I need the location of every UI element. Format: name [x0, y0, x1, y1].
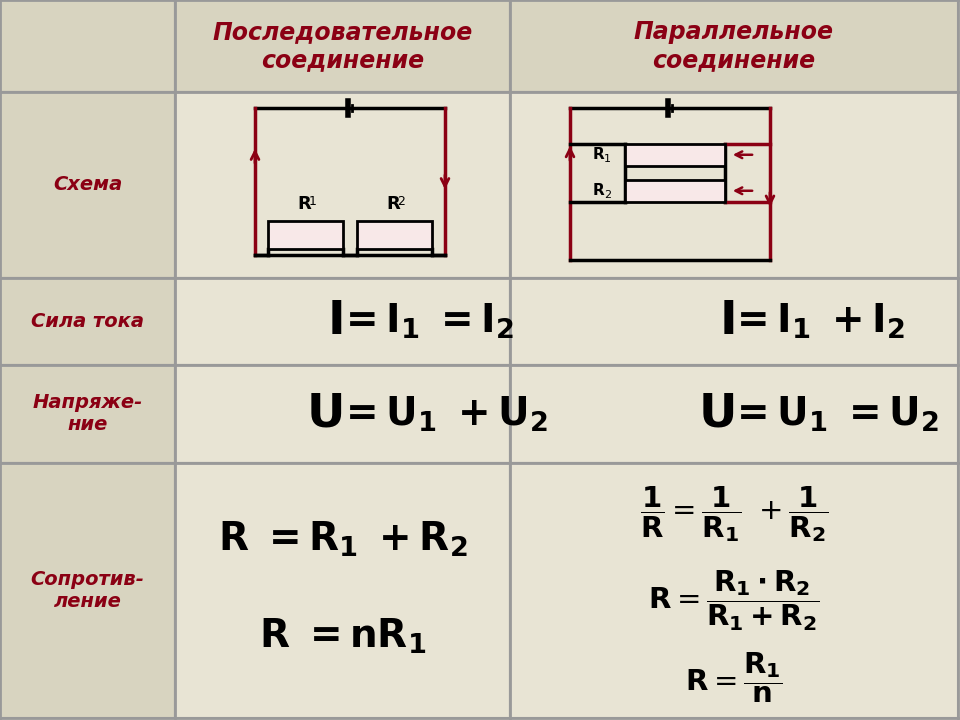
- Text: R: R: [593, 148, 605, 162]
- Text: R: R: [298, 195, 312, 213]
- Text: $\dfrac{\mathbf{1}}{\mathbf{R}}=\dfrac{\mathbf{1}}{\mathbf{R_1}}\ +\dfrac{\mathb: $\dfrac{\mathbf{1}}{\mathbf{R}}=\dfrac{\…: [640, 484, 828, 544]
- Text: $\mathbf{I}$: $\mathbf{I}$: [719, 299, 734, 344]
- Bar: [0, 0, 175, 92]
- Text: Сила тока: Сила тока: [31, 312, 144, 331]
- Bar: [625, 144, 725, 166]
- Bar: [175, 463, 510, 718]
- Text: Сопротив-
ление: Сопротив- ление: [31, 570, 144, 611]
- Bar: [0, 463, 175, 718]
- Text: Последовательное
соединение: Последовательное соединение: [212, 20, 472, 72]
- Bar: [510, 278, 958, 365]
- Bar: [510, 365, 958, 463]
- Text: R: R: [593, 184, 605, 198]
- Text: $\mathbf{R} = \dfrac{\mathbf{R_1}}{\mathbf{n}}$: $\mathbf{R} = \dfrac{\mathbf{R_1}}{\math…: [685, 649, 783, 705]
- Text: Схема: Схема: [53, 176, 122, 194]
- Text: $\mathbf{U}$: $\mathbf{U}$: [306, 392, 343, 436]
- Text: $\mathbf{=I_1\ +I_2}$: $\mathbf{=I_1\ +I_2}$: [729, 302, 905, 341]
- Bar: [510, 92, 958, 278]
- Text: 2: 2: [604, 190, 612, 199]
- Text: $\mathbf{R} = \dfrac{\mathbf{R_1 \cdot R_2}}{\mathbf{R_1 + R_2}}$: $\mathbf{R} = \dfrac{\mathbf{R_1 \cdot R…: [648, 568, 820, 633]
- Bar: [0, 365, 175, 463]
- Bar: [175, 0, 510, 92]
- Text: 1: 1: [309, 195, 317, 208]
- Text: 2: 2: [397, 195, 405, 208]
- Bar: [625, 180, 725, 202]
- Text: $\mathbf{R\ =R_1\ +R_2}$: $\mathbf{R\ =R_1\ +R_2}$: [218, 520, 468, 559]
- Bar: [357, 221, 432, 249]
- Text: 1: 1: [604, 154, 611, 163]
- Text: $\mathbf{=U_1\ =U_2}$: $\mathbf{=U_1\ =U_2}$: [729, 395, 940, 433]
- Text: $\mathbf{=I_1\ =I_2}$: $\mathbf{=I_1\ =I_2}$: [338, 302, 514, 341]
- Bar: [510, 463, 958, 718]
- Bar: [510, 0, 958, 92]
- Text: $\mathbf{=U_1\ +U_2}$: $\mathbf{=U_1\ +U_2}$: [338, 395, 548, 433]
- Bar: [175, 365, 510, 463]
- Bar: [175, 92, 510, 278]
- Bar: [0, 278, 175, 365]
- Bar: [0, 92, 175, 278]
- Text: Параллельное
соединение: Параллельное соединение: [634, 20, 834, 72]
- Text: $\mathbf{U}$: $\mathbf{U}$: [698, 392, 734, 436]
- Text: $\mathbf{R\ =nR_1}$: $\mathbf{R\ =nR_1}$: [259, 617, 426, 656]
- Bar: [175, 278, 510, 365]
- Text: Напряже-
ние: Напряже- ние: [33, 394, 143, 434]
- Text: R: R: [386, 195, 400, 213]
- Text: $\mathbf{I}$: $\mathbf{I}$: [327, 299, 343, 344]
- Bar: [269, 221, 344, 249]
